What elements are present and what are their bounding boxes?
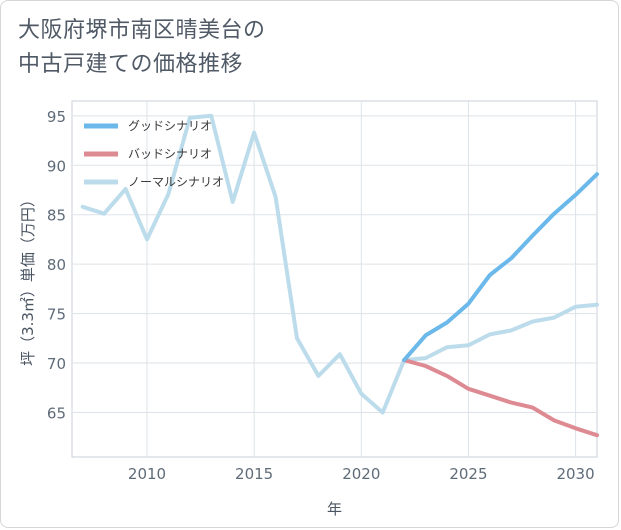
series-0-point <box>552 212 556 216</box>
series-lines <box>80 113 599 438</box>
series-0-point <box>509 256 513 260</box>
plot-area <box>71 100 598 458</box>
series-0-point <box>595 172 599 176</box>
series-2-point <box>488 332 492 336</box>
y-tick-label: 75 <box>47 306 66 324</box>
series-1-point <box>509 401 513 405</box>
x-axis-label: 年 <box>327 500 342 518</box>
series-2-point <box>102 212 106 216</box>
series-1-point <box>466 387 470 391</box>
series-2-point <box>466 343 470 347</box>
chart-title-line-1: 大阪府堺市南区晴美台の <box>18 18 266 43</box>
series-2-point <box>424 356 428 360</box>
chart-title-line-2: 中古戸建ての価格推移 <box>18 52 244 77</box>
series-0-point <box>466 302 470 306</box>
series-2-point <box>381 411 385 414</box>
series-2-point <box>595 303 599 307</box>
series-2-point <box>145 237 149 241</box>
series-2-point <box>552 316 556 320</box>
series-1-point <box>488 394 492 398</box>
series-2-point <box>295 336 299 340</box>
y-tick-label: 70 <box>47 355 66 373</box>
series-2-point <box>274 195 278 199</box>
series-1-point <box>424 364 428 368</box>
series-2-point <box>209 114 213 118</box>
series-2-point <box>231 200 235 204</box>
series-2-point <box>338 352 342 356</box>
series-1-point <box>531 406 535 410</box>
series-2-point <box>445 345 449 349</box>
y-axis-label: 坪（3.3㎡）単価（万円） <box>19 192 37 366</box>
series-2-point <box>531 320 535 323</box>
series-1-point <box>574 426 578 430</box>
series-2-point <box>316 374 320 378</box>
x-axis-ticks: 2010 2015 2020 2025 2030 <box>128 465 595 483</box>
series-0-point <box>424 333 428 337</box>
series-2-point <box>124 187 128 191</box>
series-0-point <box>445 321 449 324</box>
series-line-0 <box>402 172 599 363</box>
legend-label: バッドシナリオ <box>128 147 212 161</box>
series-2-point <box>166 192 170 196</box>
x-tick-label: 2010 <box>128 465 166 483</box>
y-tick-label: 95 <box>47 108 66 126</box>
x-tick-label: 2025 <box>449 465 487 483</box>
x-tick-label: 2015 <box>235 465 273 483</box>
series-line-1 <box>402 358 599 438</box>
series-2-point <box>252 131 256 135</box>
series-2-point <box>81 205 85 209</box>
series-0-point <box>531 234 535 237</box>
series-2-point <box>574 305 578 309</box>
series-2-point <box>509 328 513 332</box>
series-2-point <box>188 116 192 120</box>
chart-title: 大阪府堺市南区晴美台の 中古戸建ての価格推移 <box>18 14 266 82</box>
y-tick-label: 85 <box>47 207 66 225</box>
x-tick-label: 2030 <box>556 465 594 483</box>
y-tick-label: 90 <box>47 157 66 175</box>
series-0-point <box>402 358 406 362</box>
series-1-point <box>552 418 556 422</box>
series-1-point <box>445 374 449 378</box>
y-axis-ticks: 65 70 75 80 85 90 95 <box>47 108 66 423</box>
series-0-point <box>488 273 492 277</box>
legend-label: ノーマルシナリオ <box>128 175 224 189</box>
series-1-point <box>595 433 599 437</box>
legend-label: グッドシナリオ <box>128 119 212 133</box>
y-tick-label: 80 <box>47 256 66 274</box>
series-0-point <box>574 193 578 197</box>
grid-lines <box>72 101 597 457</box>
x-tick-label: 2020 <box>342 465 380 483</box>
y-tick-label: 65 <box>47 405 66 423</box>
series-2-point <box>359 392 363 396</box>
